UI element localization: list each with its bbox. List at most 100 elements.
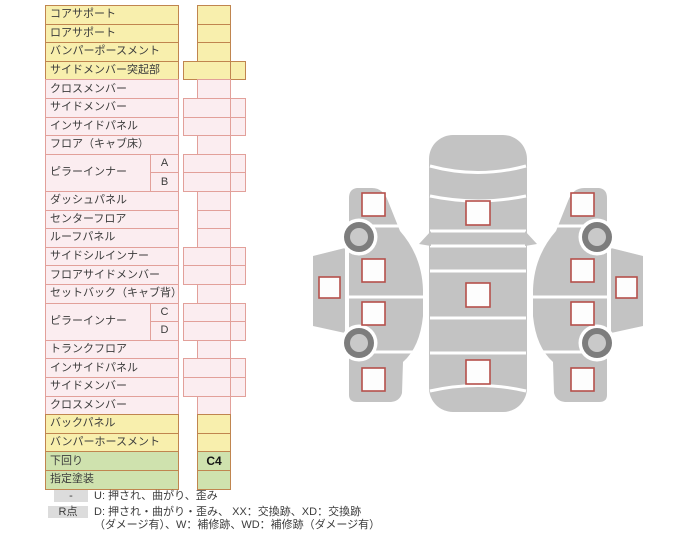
part-sub-label: C <box>150 302 179 323</box>
value-cell-divider <box>199 99 231 117</box>
part-label: サイドメンバー <box>45 98 179 118</box>
damage-box-left-front-door[interactable] <box>361 258 386 283</box>
right-mirror-icon <box>525 231 537 246</box>
damage-box-right-rear[interactable] <box>570 367 595 392</box>
value-cell[interactable] <box>197 284 231 304</box>
value-cell-divider <box>199 173 231 191</box>
left-side-view <box>313 188 423 402</box>
part-sub-label: D <box>150 321 179 341</box>
value-cell-divider <box>199 359 231 377</box>
vehicle-diagram <box>313 135 643 412</box>
value-cell[interactable] <box>197 339 231 360</box>
part-label: バックパネル <box>45 414 179 434</box>
part-label: フロアサイドメンバー <box>45 265 179 285</box>
part-label: トランクフロア <box>45 339 179 360</box>
part-label: センターフロア <box>45 209 179 230</box>
value-cell-divider <box>199 378 231 396</box>
part-sub-label: B <box>150 172 179 192</box>
value-cell[interactable] <box>197 395 231 416</box>
legend-text-d-line1: D: 押され・曲がり・歪み、 XX：交換跡、XD：交換跡 <box>94 506 362 518</box>
left-rear-wheel-hub <box>350 334 368 352</box>
damage-box-hood[interactable] <box>465 200 491 226</box>
top-view <box>419 135 537 412</box>
left-front-wheel-hub <box>350 228 368 246</box>
damage-box-right-rocker[interactable] <box>615 276 638 299</box>
part-label: サイドシルインナー <box>45 246 179 267</box>
value-cell[interactable] <box>197 42 231 62</box>
part-label: インサイドパネル <box>45 358 179 378</box>
part-label: 指定塗装 <box>45 470 179 490</box>
value-cell-divider <box>199 266 231 284</box>
value-cell[interactable]: C4 <box>197 451 231 471</box>
damage-box-right-front-door[interactable] <box>570 258 595 283</box>
value-cell[interactable] <box>197 414 231 434</box>
legend-text-u: U: 押され、曲がり、歪み <box>94 490 218 502</box>
value-cell[interactable] <box>197 432 231 453</box>
value-cell-divider <box>199 247 231 266</box>
part-label: インサイドパネル <box>45 116 179 137</box>
part-label: ダッシュパネル <box>45 191 179 211</box>
damage-box-left-rocker[interactable] <box>318 276 341 299</box>
legend: - U: 押され、曲がり、歪み R点 D: 押され・曲がり・歪み、 XX：交換跡… <box>48 490 428 532</box>
value-cell[interactable] <box>197 191 231 211</box>
value-cell[interactable] <box>183 116 246 137</box>
left-mirror-icon <box>419 231 431 246</box>
value-cell[interactable] <box>183 98 246 118</box>
right-rear-wheel-hub <box>588 334 606 352</box>
part-label: クロスメンバー <box>45 395 179 416</box>
value-cell[interactable] <box>183 377 246 397</box>
value-cell-divider <box>199 154 231 173</box>
value-cell[interactable] <box>183 321 246 341</box>
value-cell-divider <box>199 303 231 322</box>
value-cell[interactable] <box>197 470 231 490</box>
value-cell[interactable] <box>197 79 231 99</box>
value-cell[interactable] <box>183 172 246 192</box>
part-label: コアサポート <box>45 5 179 25</box>
part-label: ロアサポート <box>45 23 179 44</box>
value-cell[interactable] <box>197 135 231 155</box>
car-top-body <box>429 135 527 412</box>
part-label: セットバック（キャブ背） <box>45 284 179 304</box>
part-label: ルーフパネル <box>45 228 179 248</box>
damage-box-left-rear[interactable] <box>361 367 386 392</box>
damage-box-roof[interactable] <box>465 282 491 308</box>
front-bumper-line <box>429 164 527 174</box>
value-cell-divider <box>199 322 231 340</box>
value-cell[interactable] <box>183 358 246 378</box>
legend-text-d: D: 押され・曲がり・歪み、 XX：交換跡、XD：交換跡 （ダメージ有）、W：補… <box>94 506 428 532</box>
damage-box-left-rear-door[interactable] <box>361 301 386 326</box>
value-cell[interactable] <box>197 5 231 25</box>
value-cell[interactable] <box>183 60 246 81</box>
value-cell[interactable] <box>183 302 246 323</box>
part-label: サイドメンバー突起部 <box>45 60 179 81</box>
rear-bumper-line <box>429 384 527 393</box>
part-label: 下回り <box>45 451 179 471</box>
legend-text-d-line2: （ダメージ有）、W：補修跡、WD：補修跡（ダメージ有） <box>94 519 381 531</box>
value-cell[interactable] <box>183 153 246 174</box>
damage-box-left-front[interactable] <box>361 192 386 217</box>
part-label: ピラーインナー <box>45 302 151 341</box>
part-label: ピラーインナー <box>45 153 151 192</box>
right-side-view <box>533 188 643 402</box>
part-label: バンパーホースメント <box>45 432 179 453</box>
value-cell-divider <box>199 61 231 80</box>
damage-box-right-rear-door[interactable] <box>570 301 595 326</box>
legend-badge-rpoint: R点 <box>48 506 88 518</box>
legend-badge-dash: - <box>54 490 88 502</box>
part-sub-label: A <box>150 153 179 174</box>
part-label: クロスメンバー <box>45 79 179 99</box>
value-cell[interactable] <box>183 246 246 267</box>
part-label: バンパーポースメント <box>45 42 179 62</box>
part-label: フロア（キャブ床） <box>45 135 179 155</box>
value-cell[interactable] <box>197 209 231 230</box>
value-cell[interactable] <box>183 265 246 285</box>
value-cell[interactable] <box>197 23 231 44</box>
value-cell[interactable] <box>197 228 231 248</box>
right-front-wheel-hub <box>588 228 606 246</box>
value-cell-divider <box>199 117 231 136</box>
damage-box-right-front[interactable] <box>570 192 595 217</box>
damage-box-trunk[interactable] <box>465 359 491 385</box>
part-label: サイドメンバー <box>45 377 179 397</box>
